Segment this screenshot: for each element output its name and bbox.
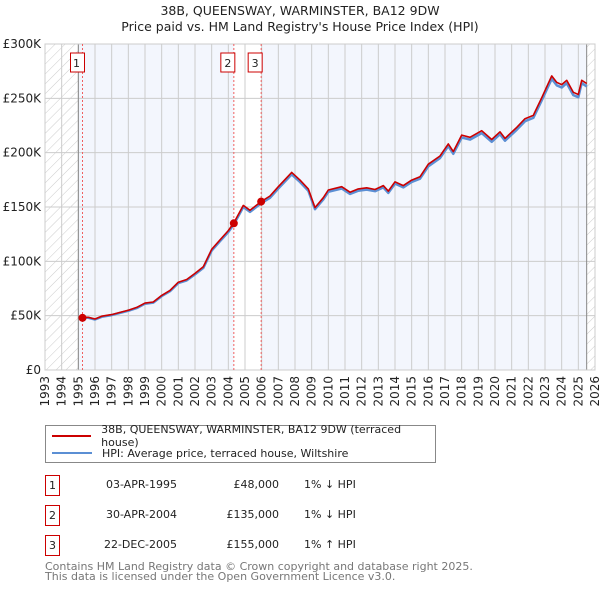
x-tick-label: 1996 — [88, 376, 102, 407]
transaction-number: 2 — [45, 505, 60, 526]
legend-label-hpi: HPI: Average price, terraced house, Wilt… — [102, 446, 349, 460]
legend: 38B, QUEENSWAY, WARMINSTER, BA12 9DW (te… — [45, 423, 436, 463]
x-tick-label: 1998 — [121, 376, 135, 407]
x-tick-label: 2008 — [288, 376, 302, 407]
transaction-price: £155,000 — [226, 538, 280, 551]
chart-subtitle: Price paid vs. HM Land Registry's House … — [121, 19, 479, 34]
sale-label: 1 — [73, 57, 80, 70]
legend-item-hpi: HPI: Average price, terraced house, Wilt… — [46, 445, 348, 461]
x-tick-label: 2022 — [521, 376, 535, 407]
x-tick-label: 2003 — [205, 376, 219, 407]
chart-title-address: 38B, QUEENSWAY, WARMINSTER, BA12 9DW — [160, 3, 440, 18]
legend-item-property: 38B, QUEENSWAY, WARMINSTER, BA12 9DW (te… — [46, 423, 435, 449]
legend-label-property: 38B, QUEENSWAY, WARMINSTER, BA12 9DW (te… — [101, 423, 402, 449]
x-tick-label: 2013 — [371, 376, 385, 407]
transaction-price: £48,000 — [233, 478, 280, 491]
transaction-row: 1 03-APR-1995 £48,000 1% ↓ HPI — [45, 475, 465, 497]
transaction-row: 3 22-DEC-2005 £155,000 1% ↑ HPI — [45, 535, 465, 557]
x-tick-label: 1997 — [105, 376, 119, 407]
sale-label-box — [220, 52, 236, 73]
y-tick-label: £150K — [3, 200, 43, 214]
property-series-line — [82, 75, 588, 320]
sale-label: 2 — [224, 57, 231, 70]
x-tick-label: 2015 — [405, 376, 419, 407]
y-tick-label: £50K — [10, 309, 42, 323]
transaction-price: £135,000 — [226, 508, 280, 521]
transaction-date: 30-APR-2004 — [105, 508, 177, 521]
x-tick-label: 2014 — [388, 376, 402, 407]
x-tick-label: 2026 — [588, 376, 600, 407]
x-tick-label: 1993 — [38, 376, 52, 407]
x-tick-label: 2002 — [188, 376, 202, 407]
x-tick-label: 2018 — [455, 376, 469, 407]
y-tick-label: £0 — [26, 363, 41, 377]
x-tick-label: 2017 — [438, 376, 452, 407]
x-tick-label: 2016 — [421, 376, 435, 407]
x-tick-label: 2011 — [338, 376, 352, 407]
x-tick-label: 2004 — [221, 376, 235, 407]
y-tick-label: £100K — [3, 254, 43, 268]
x-tick-label: 2020 — [488, 376, 502, 407]
x-tick-label: 2021 — [505, 376, 519, 407]
footer-licence: This data is licensed under the Open Gov… — [45, 570, 396, 583]
x-tick-label: 2025 — [571, 376, 585, 407]
x-tick-label: 2024 — [555, 376, 569, 407]
sale-point — [229, 219, 238, 228]
y-tick-label: £250K — [3, 91, 43, 105]
footer-copyright: Contains HM Land Registry data © Crown c… — [45, 560, 473, 573]
y-tick-label: £300K — [3, 37, 43, 51]
transaction-hpi-diff: 1% ↓ HPI — [304, 478, 356, 491]
legend-swatch-property — [52, 435, 92, 437]
transaction-row: 2 30-APR-2004 £135,000 1% ↓ HPI — [45, 505, 465, 527]
sale-label: 3 — [252, 57, 259, 70]
x-tick-label: 1999 — [138, 376, 152, 407]
legend-swatch-hpi — [52, 452, 92, 454]
plot-border — [44, 43, 596, 371]
transaction-number: 1 — [45, 475, 60, 496]
x-tick-label: 2001 — [171, 376, 185, 407]
sale-label-box — [247, 52, 263, 73]
x-tick-label: 1995 — [71, 376, 85, 407]
transaction-hpi-diff: 1% ↓ HPI — [304, 508, 356, 521]
x-tick-label: 2007 — [271, 376, 285, 407]
x-tick-label: 2012 — [355, 376, 369, 407]
sale-point — [257, 197, 266, 206]
x-tick-label: 2009 — [305, 376, 319, 407]
x-tick-label: 2006 — [255, 376, 269, 407]
x-tick-label: 2019 — [471, 376, 485, 407]
x-tick-label: 2010 — [321, 376, 335, 407]
x-tick-label: 1994 — [55, 376, 69, 407]
sale-label-box — [70, 52, 85, 73]
transaction-number: 3 — [45, 535, 60, 556]
transaction-date: 22-DEC-2005 — [103, 538, 177, 551]
y-tick-label: £200K — [3, 146, 43, 160]
x-tick-label: 2000 — [155, 376, 169, 407]
sale-point — [78, 313, 87, 322]
x-tick-label: 2023 — [538, 376, 552, 407]
transaction-hpi-diff: 1% ↑ HPI — [304, 538, 356, 551]
transaction-date: 03-APR-1995 — [105, 478, 177, 491]
x-tick-label: 2005 — [238, 376, 252, 407]
